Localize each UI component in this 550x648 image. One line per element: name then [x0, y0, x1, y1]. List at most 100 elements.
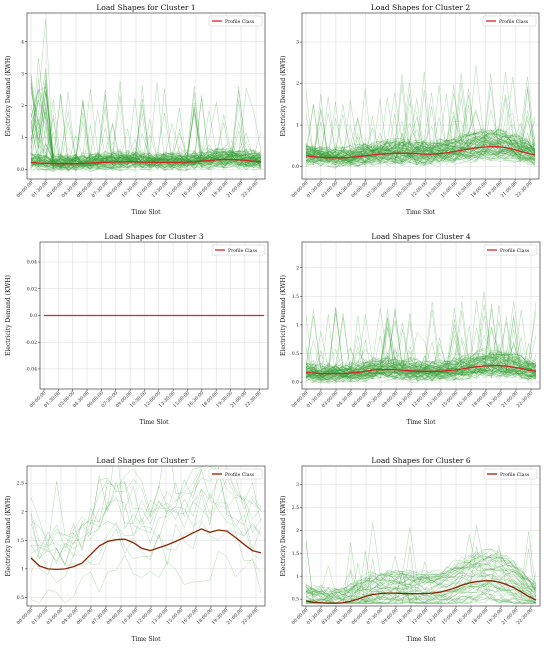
- chart-title: Load Shapes for Cluster 2: [371, 3, 471, 12]
- customer-trace: [305, 551, 537, 598]
- legend-label: Profile Class: [225, 472, 255, 478]
- y-tick-label: 3: [21, 71, 24, 77]
- customer-trace: [305, 307, 537, 376]
- chart-panel-2: 0.012300:00:0001:30:0003:00:0004:30:0006…: [280, 3, 540, 216]
- profile-class-line: [30, 158, 262, 165]
- customer-trace: [305, 309, 537, 372]
- customer-trace: [305, 554, 537, 598]
- legend-box: [211, 244, 266, 256]
- customer-trace: [305, 548, 537, 596]
- customer-trace: [305, 122, 536, 161]
- customer-trace: [305, 579, 537, 604]
- customer-trace: [30, 466, 262, 565]
- axes-frame: [301, 12, 540, 180]
- customer-trace: [305, 90, 536, 157]
- customer-trace: [305, 348, 537, 375]
- legend-box: [483, 468, 538, 480]
- plot-area: [27, 466, 265, 606]
- customer-trace: [305, 150, 536, 167]
- y-axis-label: Electricity Demand (KWH): [280, 56, 287, 137]
- chart-panel-6: 0.511.522.5300:00:0001:30:0003:00:0004:3…: [280, 456, 541, 643]
- legend-label: Profile Class: [228, 248, 258, 254]
- y-tick-label: 0.0: [17, 167, 24, 173]
- x-axis-label: Time Slot: [406, 209, 436, 216]
- profile-class-line: [305, 364, 537, 375]
- customer-trace: [305, 368, 537, 382]
- customer-trace: [305, 303, 537, 379]
- y-tick-label: 1: [296, 123, 299, 129]
- y-axis-label: Electricity Demand (KWH): [280, 275, 287, 356]
- legend-box: [208, 468, 263, 480]
- customer-trace: [305, 534, 537, 604]
- customer-trace: [305, 310, 537, 382]
- chart-title: Load Shapes for Cluster 6: [371, 456, 471, 465]
- chart-title: Load Shapes for Cluster 5: [96, 456, 196, 465]
- y-tick-label: 1: [21, 566, 24, 572]
- customer-trace: [305, 368, 537, 383]
- axes-frame: [301, 465, 541, 607]
- y-tick-label: 3: [296, 482, 299, 488]
- y-tick-label: 2: [21, 103, 24, 109]
- y-tick-label: 0.0: [292, 380, 299, 386]
- axes-frame: [26, 465, 266, 607]
- legend-label: Profile Class: [500, 248, 530, 254]
- customer-traces: [305, 291, 537, 384]
- customer-trace: [305, 99, 536, 163]
- customer-trace: [305, 112, 536, 167]
- y-tick-label: 3: [296, 40, 299, 46]
- y-tick-label: 0.0: [292, 164, 299, 170]
- customer-trace: [305, 549, 537, 596]
- customer-trace: [305, 145, 536, 165]
- customer-trace: [305, 101, 536, 165]
- customer-trace: [30, 99, 262, 170]
- legend-label: Profile Class: [225, 19, 255, 25]
- customer-trace: [30, 477, 262, 560]
- x-axis-label: Time Slot: [131, 209, 161, 216]
- chart-panel-1: 0.0123400:00:0001:30:0003:00:0004:30:000…: [5, 3, 266, 216]
- legend-label: Profile Class: [499, 19, 529, 25]
- customer-trace: [30, 520, 262, 583]
- y-tick-label: 2: [296, 81, 299, 87]
- x-axis-label: Time Slot: [139, 419, 169, 426]
- y-axis-label: Electricity Demand (KWH): [280, 496, 287, 577]
- customer-trace: [305, 72, 536, 155]
- y-axis-label: Electricity Demand (KWH): [5, 496, 12, 577]
- y-tick-label: 2.5: [17, 481, 24, 487]
- customer-trace: [305, 542, 537, 604]
- customer-trace: [30, 550, 262, 604]
- chart-panel-5: 0.511.522.500:00:0001:30:0003:00:0004:30…: [5, 456, 266, 643]
- x-tick-label: 22:30:00: [241, 180, 260, 199]
- customer-trace: [305, 92, 536, 158]
- y-tick-label: 0.0: [30, 313, 37, 319]
- chart-panel-3: -0.04-0.020.00.020.0400:00:0001:30:0003:…: [5, 232, 269, 426]
- profile-class-line: [305, 580, 537, 604]
- y-tick-label: 1: [21, 135, 24, 141]
- y-tick-label: 0.5: [292, 597, 299, 603]
- x-axis-label: Time Slot: [131, 636, 161, 643]
- chart-title: Load Shapes for Cluster 3: [104, 232, 204, 241]
- y-axis-label: Electricity Demand (KWH): [5, 275, 12, 356]
- customer-trace: [305, 117, 536, 160]
- legend-box: [483, 244, 538, 256]
- customer-trace: [305, 551, 537, 594]
- customer-trace: [305, 363, 537, 382]
- customer-trace: [30, 466, 262, 548]
- customer-trace: [305, 350, 537, 373]
- customer-trace: [305, 560, 537, 600]
- customer-trace: [30, 493, 262, 566]
- customer-trace: [305, 74, 536, 155]
- customer-trace: [305, 556, 537, 598]
- customer-traces: [30, 466, 262, 604]
- customer-trace: [305, 562, 537, 601]
- legend-box: [482, 15, 537, 27]
- y-tick-label: 0.02: [27, 286, 37, 292]
- y-tick-label: 0.5: [292, 351, 299, 357]
- customer-trace: [305, 330, 537, 375]
- y-tick-label: 2: [21, 509, 24, 515]
- customer-trace: [305, 315, 537, 382]
- customer-trace: [305, 147, 536, 168]
- chart-title: Load Shapes for Cluster 4: [371, 232, 471, 241]
- y-tick-label: 4: [21, 39, 24, 45]
- customer-trace: [30, 470, 262, 559]
